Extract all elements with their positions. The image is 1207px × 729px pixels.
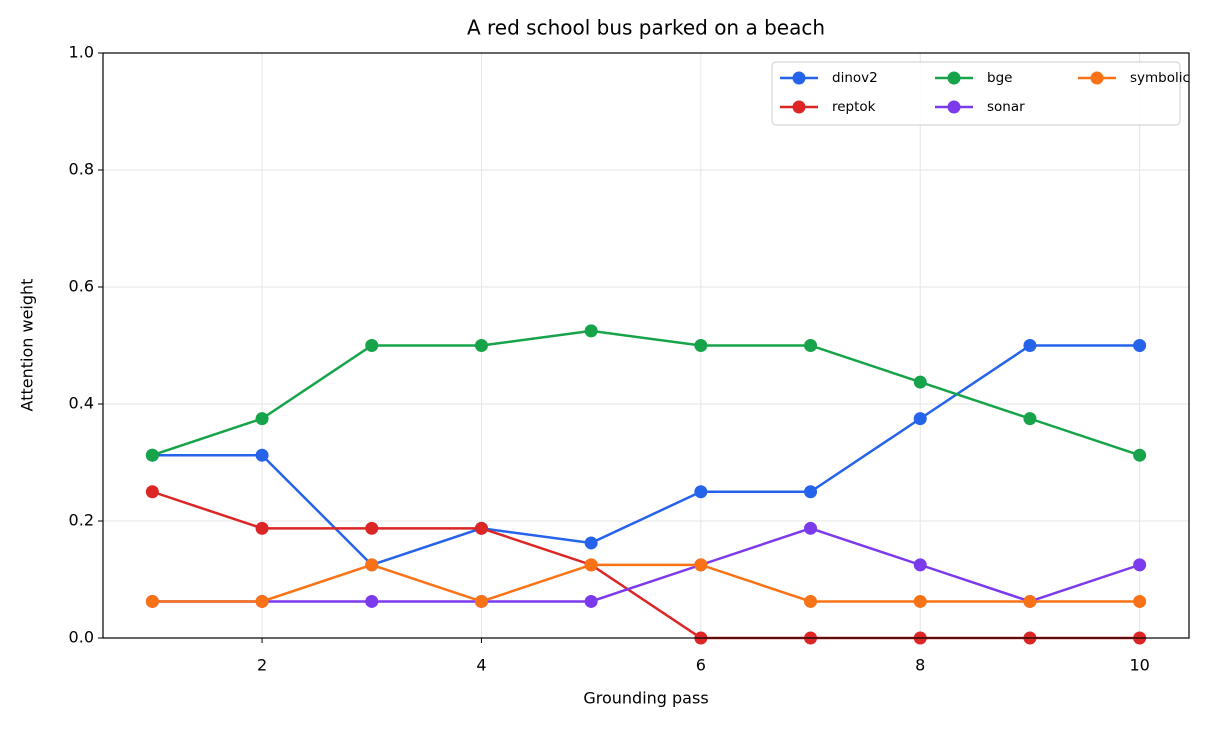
point (1133, 448, 1147, 462)
y-tick-label: 0.2 (69, 511, 94, 530)
x-tick-label: 4 (476, 656, 486, 675)
point (255, 412, 269, 426)
point (804, 339, 818, 352)
point (913, 558, 927, 572)
point (584, 324, 598, 338)
point (145, 448, 159, 462)
point (694, 339, 708, 352)
point (1133, 594, 1147, 608)
point (584, 594, 598, 608)
point (694, 558, 708, 572)
chart-title: A red school bus parked on a beach (467, 16, 825, 40)
legend-label: sonar (987, 99, 1025, 115)
y-tick-label: 1.0 (69, 43, 94, 62)
point (145, 594, 159, 608)
legend-label: bge (987, 70, 1012, 86)
x-axis-label: Grounding pass (583, 689, 708, 708)
plot-frame (102, 52, 1190, 639)
point (255, 448, 269, 462)
y-tick-label: 0.0 (69, 628, 94, 647)
x-tick-label: 2 (257, 656, 267, 675)
x-tick-label: 10 (1129, 656, 1149, 675)
x-tick-label: 6 (696, 656, 706, 675)
point (365, 521, 379, 535)
y-tick-label: 0.6 (69, 277, 94, 296)
legend-marker (947, 100, 961, 114)
point (913, 375, 927, 389)
y-tick-label: 0.8 (69, 160, 94, 179)
series-line (152, 344, 1140, 567)
point (474, 521, 488, 535)
point (474, 594, 488, 608)
point (1023, 594, 1037, 608)
point (913, 594, 927, 608)
point (913, 412, 927, 426)
point (365, 594, 379, 608)
series-line (152, 526, 1141, 603)
legend-marker (792, 71, 806, 85)
point (1133, 558, 1147, 572)
point (694, 485, 708, 499)
legend-label: symbolic (1130, 70, 1190, 86)
point (365, 558, 379, 572)
point (255, 594, 269, 608)
y-axis-label: Attention weight (18, 279, 37, 412)
point (804, 594, 818, 608)
x-tick-label: 8 (915, 656, 925, 675)
point (474, 339, 488, 352)
legend-marker (1090, 71, 1104, 85)
legend-marker (792, 100, 806, 114)
point (804, 521, 818, 535)
series-line (151, 329, 1141, 457)
legend-label: reptok (832, 99, 876, 115)
point (1133, 339, 1147, 352)
point (584, 558, 598, 572)
point (804, 485, 818, 499)
point (365, 339, 379, 352)
point (584, 536, 598, 550)
point (145, 485, 159, 499)
legend-marker (947, 71, 961, 85)
series-line (152, 563, 1140, 603)
legend-label: dinov2 (832, 70, 878, 86)
point (255, 521, 269, 535)
point (1023, 412, 1037, 426)
y-tick-label: 0.4 (69, 394, 94, 413)
point (1023, 339, 1037, 352)
